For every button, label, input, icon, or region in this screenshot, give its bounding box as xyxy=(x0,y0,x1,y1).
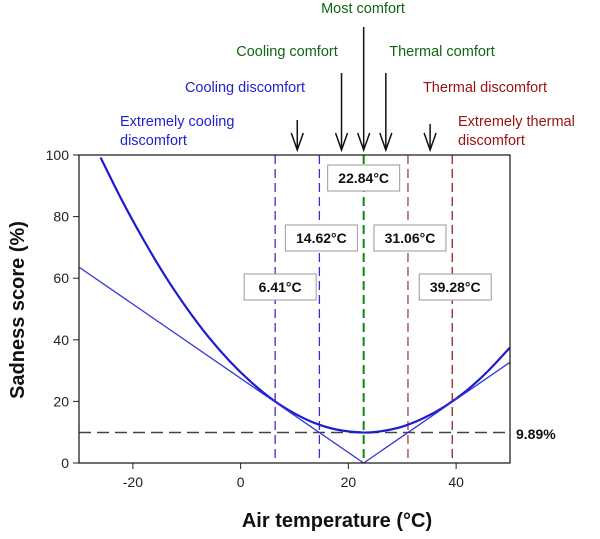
y-tick-label: 0 xyxy=(61,455,69,471)
vline-label-box xyxy=(418,273,492,301)
x-tick-label: 40 xyxy=(448,474,464,490)
y-axis-label: Sadness score (%) xyxy=(7,221,29,399)
arrow-head-icon xyxy=(334,132,349,153)
zone-label: Extremely thermal xyxy=(458,114,575,130)
x-tick-label: 0 xyxy=(237,474,245,490)
zone-label: Most comfort xyxy=(321,1,405,17)
x-tick-label: -20 xyxy=(123,474,143,490)
zone-label: discomfort xyxy=(120,133,187,149)
vline-label-box xyxy=(373,224,447,252)
zone-label: discomfort xyxy=(458,133,525,149)
zone-label: Thermal comfort xyxy=(389,44,495,60)
y-tick-label: 80 xyxy=(53,209,69,225)
arrow-head-icon xyxy=(290,132,304,153)
y-tick-label: 20 xyxy=(53,393,69,409)
x-tick-label: 20 xyxy=(341,474,357,490)
vline-label: 31.06°C xyxy=(385,230,436,246)
zone-label: Cooling comfort xyxy=(236,44,338,60)
plot-frame xyxy=(78,154,511,464)
vline-label: 22.84°C xyxy=(338,170,389,186)
vline-label: 39.28°C xyxy=(430,279,481,295)
series-curve xyxy=(99,156,510,434)
x-axis-label: Air temperature (°C) xyxy=(242,510,432,532)
y-tick-label: 60 xyxy=(53,270,69,286)
y-tick-label: 100 xyxy=(46,147,70,163)
vline-label: 6.41°C xyxy=(259,279,302,295)
series-v-line xyxy=(79,266,510,463)
zone-label: Thermal discomfort xyxy=(423,80,547,96)
vline-label: 14.62°C xyxy=(296,230,347,246)
zone-label: Extremely cooling xyxy=(120,114,234,130)
arrow-head-icon xyxy=(356,132,371,153)
arrow-head-icon xyxy=(379,132,393,153)
hline-label: 9.89% xyxy=(516,426,556,442)
y-tick-label: 40 xyxy=(53,332,69,348)
vline-label-box xyxy=(243,273,317,301)
zone-label: Cooling discomfort xyxy=(185,80,305,96)
vline-label-box xyxy=(284,224,358,252)
vline-label-box xyxy=(327,164,401,192)
arrow-head-icon xyxy=(423,132,437,153)
